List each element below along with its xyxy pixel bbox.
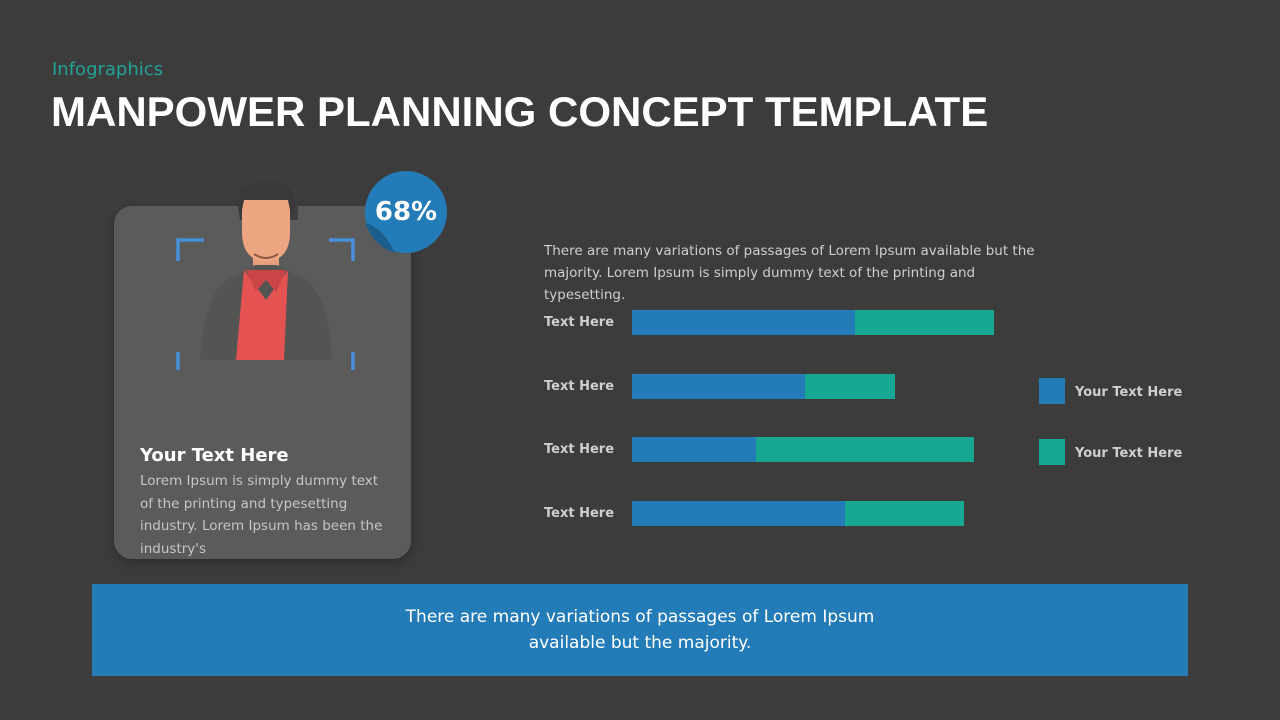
legend-label-series-1: Your Text Here (1075, 385, 1183, 400)
bar-segment-series-2 (855, 310, 994, 335)
bar-segment-series-1 (632, 374, 805, 399)
bar-label: Text Here (544, 442, 615, 457)
bar-row (632, 310, 994, 335)
person-avatar-icon (176, 174, 355, 370)
legend-label-series-2: Your Text Here (1075, 446, 1183, 461)
page-title: MANPOWER PLANNING CONCEPT TEMPLATE (51, 88, 989, 135)
bar-row (632, 374, 895, 399)
bar-segment-series-2 (805, 374, 895, 399)
bar-segment-series-2 (845, 501, 964, 526)
percentage-badge: 68% (374, 197, 438, 227)
bar-segment-series-1 (632, 310, 855, 335)
card-body: Lorem Ipsum is simply dummy text of the … (140, 473, 383, 557)
legend-swatch-series-1 (1039, 378, 1065, 404)
footer-text: There are many variations of passages of… (405, 607, 875, 653)
footer-banner: There are many variations of passages of… (92, 584, 1188, 676)
bar-label: Text Here (544, 315, 615, 330)
bar-label: Text Here (544, 506, 615, 521)
bar-segment-series-1 (632, 501, 845, 526)
legend-swatch-series-2 (1039, 439, 1065, 465)
percentage-badge-icon (365, 171, 447, 253)
bar-segment-series-1 (632, 437, 756, 462)
card-heading: Your Text Here (140, 445, 289, 466)
intro-text: There are many variations of passages of… (544, 243, 1035, 303)
bar-row (632, 437, 974, 462)
bar-segment-series-2 (756, 437, 974, 462)
bar-row (632, 501, 964, 526)
bar-label: Text Here (544, 379, 615, 394)
subtitle: Infographics (52, 59, 164, 80)
